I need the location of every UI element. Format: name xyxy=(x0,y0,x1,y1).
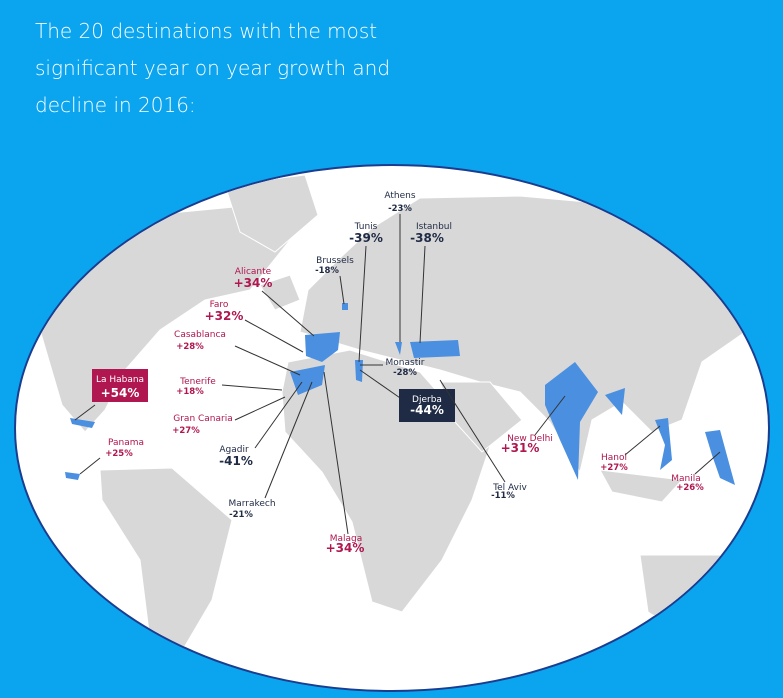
highlighted-countries xyxy=(65,303,735,485)
destination-change: +26% xyxy=(676,483,704,493)
destination-name: Istanbul xyxy=(416,222,452,232)
destination-name: Panama xyxy=(108,438,144,448)
destination-change: -39% xyxy=(349,231,383,245)
destination-name: Hanoi xyxy=(601,453,627,463)
destination-change: +34% xyxy=(326,541,365,555)
destination-change: +54% xyxy=(101,386,140,400)
leader-line xyxy=(419,245,426,344)
destination-name: Tel Aviv xyxy=(492,483,527,493)
leader-line xyxy=(694,451,721,475)
destination-change: -44% xyxy=(410,403,444,417)
leader-line xyxy=(221,384,283,391)
title: The 20 destinations with the most signif… xyxy=(35,19,391,117)
destination-name: Faro xyxy=(210,300,229,310)
destination-change: -21% xyxy=(229,510,253,520)
destination-name: Gran Canaria xyxy=(173,414,233,424)
leader-line xyxy=(234,345,301,376)
leader-line xyxy=(323,371,349,535)
destination-change: +34% xyxy=(234,276,273,290)
leader-line xyxy=(359,369,404,401)
destination-change: -41% xyxy=(219,454,253,468)
destination-change: +25% xyxy=(105,449,133,459)
label-box xyxy=(399,389,455,422)
destination-change: +18% xyxy=(176,387,204,397)
destination-name: Manila xyxy=(671,474,701,484)
leader-line xyxy=(439,379,506,483)
destination-name: Monastir xyxy=(386,358,425,368)
label-box xyxy=(92,369,148,402)
destination-change: +32% xyxy=(205,309,244,323)
destination-change: -11% xyxy=(491,491,515,501)
destination-change: -28% xyxy=(393,368,417,378)
destination-name: Djerba xyxy=(412,395,442,405)
leader-line xyxy=(74,404,96,421)
destination-name: Athens xyxy=(384,191,415,201)
destination-change: +31% xyxy=(501,441,540,455)
leader-line xyxy=(339,275,345,305)
leader-line xyxy=(234,396,286,421)
destination-change: +28% xyxy=(176,342,204,352)
leader-line xyxy=(358,245,367,363)
destination-name: Malaga xyxy=(330,534,363,544)
destination-change: +27% xyxy=(172,426,200,436)
destination-change: -18% xyxy=(315,266,339,276)
destination-change: -23% xyxy=(388,204,412,214)
destination-name: Marrakech xyxy=(228,499,275,509)
destination-name: Alicante xyxy=(235,267,272,277)
destination-name: Tenerife xyxy=(179,377,216,387)
leader-line xyxy=(79,457,101,475)
leader-line xyxy=(534,395,566,436)
destination-name: New Delhi xyxy=(507,434,553,444)
leader-line xyxy=(244,319,304,353)
destination-change: -38% xyxy=(410,231,444,245)
leader-line xyxy=(261,290,315,337)
destination-name: Casablanca xyxy=(174,330,226,340)
destination-change: +27% xyxy=(600,463,628,473)
leader-line xyxy=(624,425,661,456)
leader-line xyxy=(254,381,303,449)
leader-line xyxy=(264,381,313,499)
destination-name: Brussels xyxy=(316,256,354,266)
destination-name: La Habana xyxy=(96,375,144,385)
destination-name: Tunis xyxy=(354,222,378,232)
destination-name: Agadir xyxy=(219,445,249,455)
